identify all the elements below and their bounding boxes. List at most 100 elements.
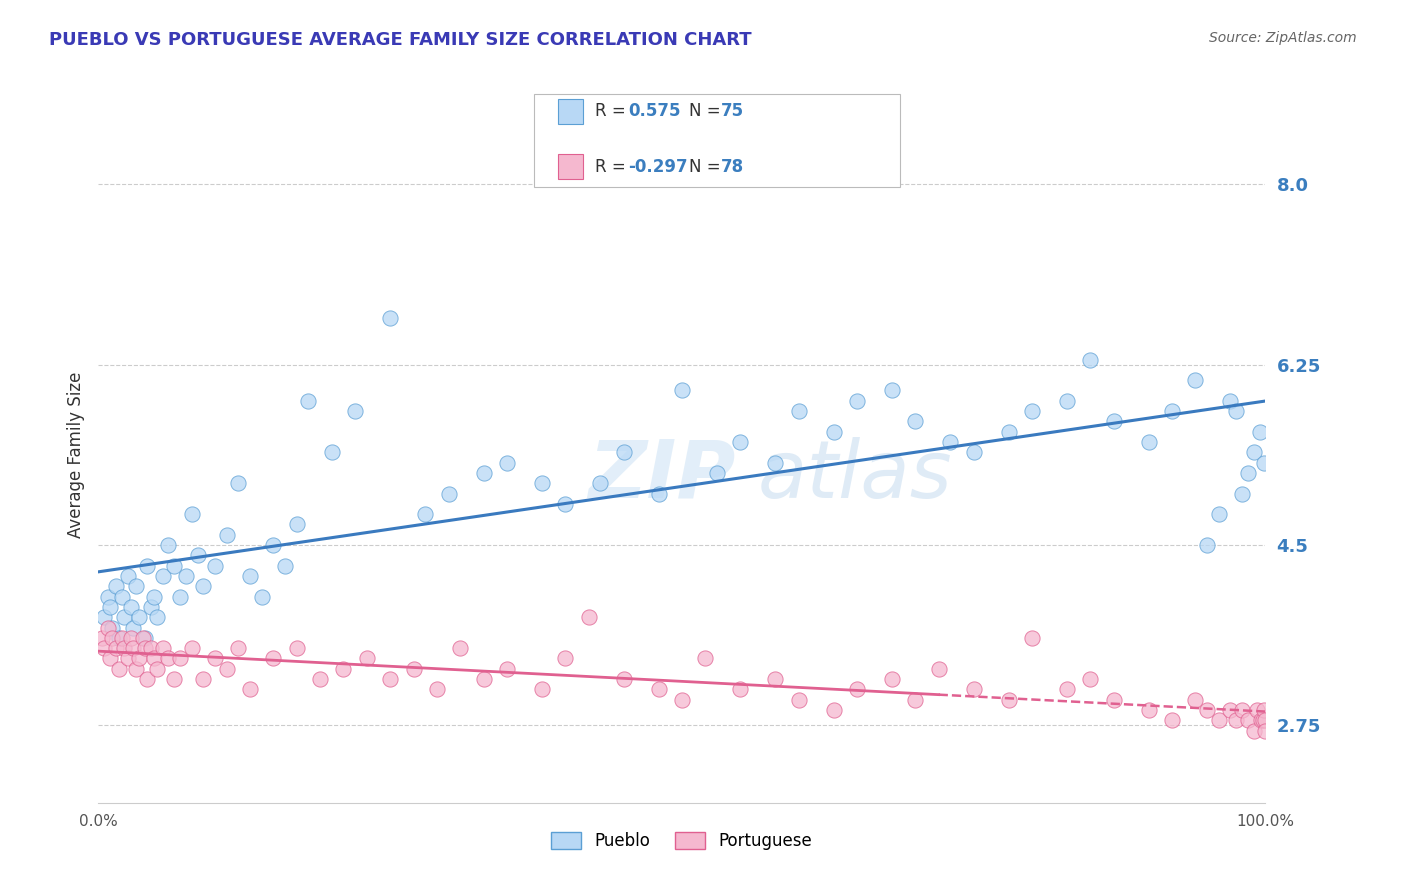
Point bbox=[1137, 703, 1160, 717]
Point bbox=[880, 672, 903, 686]
Point bbox=[380, 311, 402, 326]
Point bbox=[1056, 682, 1078, 697]
Point bbox=[108, 662, 131, 676]
Point bbox=[122, 621, 145, 635]
Point bbox=[101, 631, 124, 645]
Point bbox=[449, 641, 471, 656]
Point bbox=[1251, 714, 1274, 728]
Point bbox=[143, 590, 166, 604]
Point bbox=[143, 651, 166, 665]
Point bbox=[193, 672, 215, 686]
Point bbox=[1225, 714, 1247, 728]
Point bbox=[554, 497, 576, 511]
Point bbox=[730, 435, 752, 450]
Point bbox=[1243, 445, 1265, 459]
Point bbox=[146, 610, 169, 624]
Point bbox=[111, 631, 134, 645]
Point bbox=[111, 590, 134, 604]
Point bbox=[97, 621, 120, 635]
Point bbox=[962, 682, 984, 697]
Point bbox=[344, 404, 367, 418]
Point bbox=[880, 384, 903, 398]
Point bbox=[157, 651, 180, 665]
Point bbox=[413, 507, 436, 521]
Point bbox=[101, 621, 124, 635]
Text: R =: R = bbox=[595, 158, 631, 176]
Point bbox=[496, 456, 519, 470]
Point bbox=[128, 610, 150, 624]
Point bbox=[297, 393, 319, 408]
Point bbox=[997, 425, 1019, 439]
Text: -0.297: -0.297 bbox=[628, 158, 688, 176]
Point bbox=[1253, 456, 1275, 470]
Point bbox=[228, 476, 250, 491]
Point bbox=[332, 662, 354, 676]
Point bbox=[108, 631, 131, 645]
Point bbox=[285, 641, 308, 656]
Point bbox=[97, 590, 120, 604]
Point bbox=[125, 579, 148, 593]
Text: R =: R = bbox=[595, 103, 631, 120]
Point bbox=[157, 538, 180, 552]
Point bbox=[1161, 404, 1184, 418]
Point bbox=[928, 662, 950, 676]
Point bbox=[1225, 404, 1247, 418]
Point bbox=[1184, 373, 1206, 387]
Point bbox=[997, 692, 1019, 706]
Point bbox=[204, 558, 226, 573]
Point bbox=[136, 558, 159, 573]
Point bbox=[1230, 486, 1253, 500]
Point bbox=[1249, 425, 1271, 439]
Point bbox=[1195, 703, 1218, 717]
Point bbox=[671, 384, 693, 398]
Point bbox=[204, 651, 226, 665]
Point bbox=[695, 651, 717, 665]
Text: N =: N = bbox=[689, 158, 725, 176]
Point bbox=[472, 672, 495, 686]
Point bbox=[496, 662, 519, 676]
Point bbox=[706, 466, 728, 480]
Point bbox=[846, 682, 869, 697]
Point bbox=[152, 569, 174, 583]
Point bbox=[187, 549, 209, 563]
Point bbox=[134, 641, 156, 656]
Point bbox=[1195, 538, 1218, 552]
Point bbox=[671, 692, 693, 706]
Point bbox=[309, 672, 332, 686]
Point bbox=[1021, 404, 1043, 418]
Point bbox=[93, 641, 115, 656]
Point bbox=[846, 393, 869, 408]
Point bbox=[169, 590, 191, 604]
Point bbox=[152, 641, 174, 656]
Point bbox=[112, 641, 135, 656]
Point bbox=[321, 445, 343, 459]
Point bbox=[90, 631, 112, 645]
Point bbox=[1208, 714, 1230, 728]
Point bbox=[174, 569, 197, 583]
Point bbox=[262, 651, 284, 665]
Text: 0.575: 0.575 bbox=[628, 103, 681, 120]
Point bbox=[904, 414, 927, 428]
Point bbox=[730, 682, 752, 697]
Point bbox=[962, 445, 984, 459]
Point bbox=[1230, 703, 1253, 717]
Text: atlas: atlas bbox=[758, 437, 952, 515]
Point bbox=[426, 682, 449, 697]
Point bbox=[402, 662, 425, 676]
Point bbox=[132, 631, 155, 645]
Point bbox=[104, 641, 127, 656]
Point bbox=[1254, 714, 1277, 728]
Point bbox=[239, 569, 262, 583]
Point bbox=[1080, 672, 1102, 686]
Point bbox=[530, 476, 553, 491]
Point bbox=[1102, 414, 1125, 428]
Point bbox=[274, 558, 297, 573]
Point bbox=[589, 476, 612, 491]
Point bbox=[215, 662, 238, 676]
Point bbox=[1080, 352, 1102, 367]
Point bbox=[139, 599, 162, 614]
Point bbox=[239, 682, 262, 697]
Point bbox=[1056, 393, 1078, 408]
Legend: Pueblo, Portuguese: Pueblo, Portuguese bbox=[544, 826, 820, 857]
Point bbox=[647, 682, 669, 697]
